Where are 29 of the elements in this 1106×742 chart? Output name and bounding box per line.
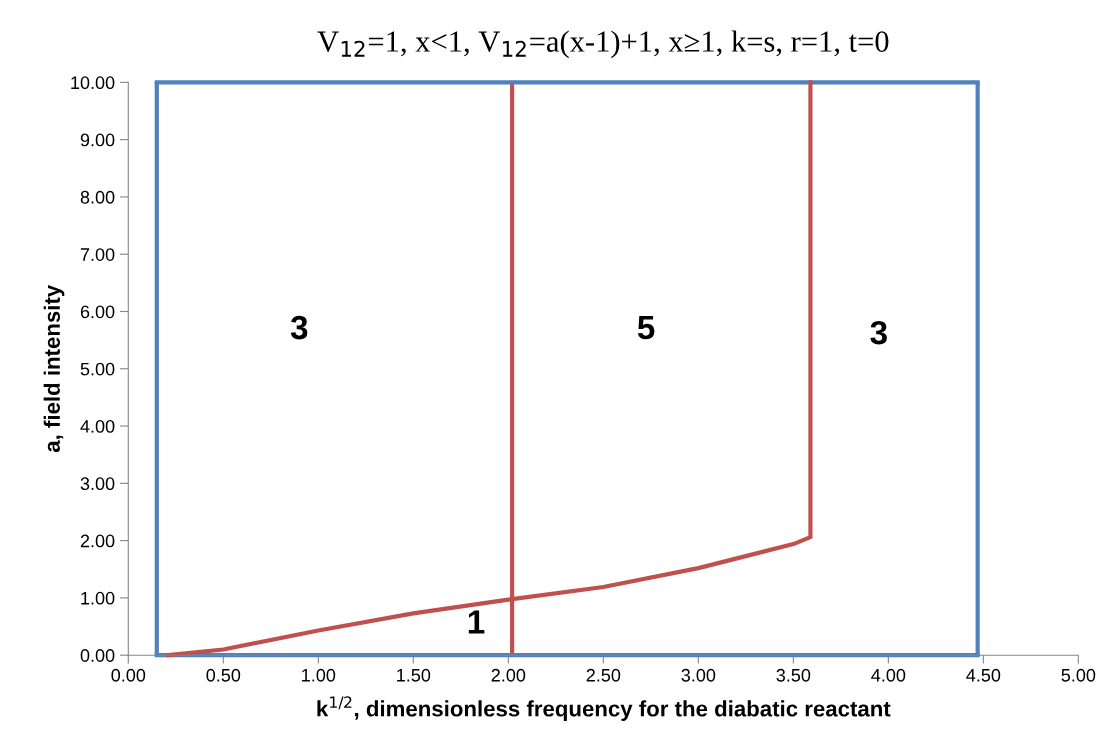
x-tick-label: 4.00	[871, 668, 906, 682]
x-tick-label: 5.00	[1061, 668, 1096, 682]
x-tick-label: 3.00	[681, 668, 716, 682]
annotation: 1	[468, 610, 485, 634]
y-tick-label: 7.00	[80, 248, 115, 261]
x-tick-label: 4.50	[966, 668, 1001, 682]
y-tick-label: 8.00	[80, 190, 115, 204]
annotation: 3	[290, 315, 308, 340]
x-tick-label: 3.50	[776, 668, 811, 682]
y-axis-title: a, field intensity	[43, 284, 65, 453]
y-tick-label: 9.00	[80, 133, 115, 147]
annotation: 3	[870, 320, 887, 345]
annotation: 5	[637, 316, 655, 340]
x-tick-label: 0.50	[206, 668, 241, 682]
x-tick-label: 0.00	[111, 668, 146, 682]
y-tick-label: 0.00	[80, 649, 115, 662]
y-tick-label: 4.00	[80, 419, 115, 433]
y-tick-label: 10.00	[71, 76, 115, 90]
x-tick-label: 2.50	[586, 668, 621, 682]
x-tick-label: 1.00	[302, 668, 336, 682]
x-tick-label: 2.00	[491, 668, 526, 682]
y-tick-label: 6.00	[80, 305, 115, 319]
chart-title: V$_{12}$=1, x<1, V$_{12}$=a(x-1)+1, x≥1, k=s, r=1, t=0	[317, 30, 889, 59]
x-axis-title: k$^{1/2}$, dimensionless frequency for the diabatic reactant	[317, 696, 891, 721]
y-tick-label: 5.00	[80, 362, 115, 376]
y-tick-label: 2.00	[80, 534, 115, 548]
y-tick-label: 1.00	[81, 591, 115, 605]
x-tick-label: 1.50	[397, 668, 431, 682]
y-tick-label: 3.00	[80, 477, 115, 491]
